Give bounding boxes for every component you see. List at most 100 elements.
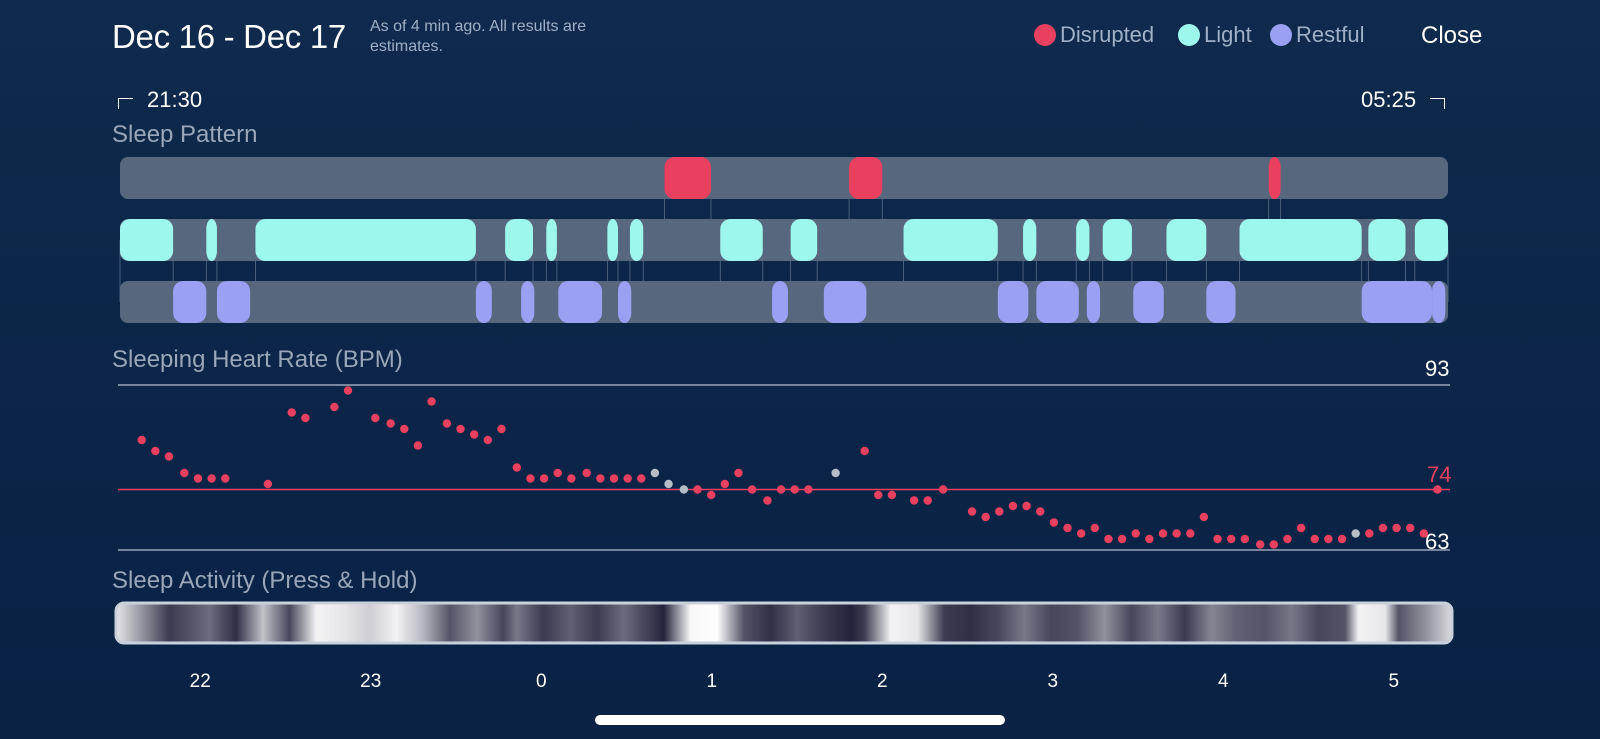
hr-point [790,485,799,494]
restful-segment [1361,281,1433,323]
light-segment [1239,219,1362,261]
hr-point [1172,529,1181,538]
hr-point [596,474,605,483]
hr-avg-label: 74 [1427,462,1452,487]
hr-point [137,435,146,445]
hr-point [1186,529,1195,538]
light-segment [255,219,476,261]
restful-segment [216,281,251,323]
hr-min-label: 63 [1425,529,1450,554]
hr-point [386,419,395,428]
hr-point [1104,534,1113,544]
x-tick-label: 0 [535,671,547,692]
hr-point [221,474,230,483]
activity-gradient-bar[interactable] [114,601,1454,645]
light-segment [903,219,998,261]
legend-label: Disrupted [1060,22,1155,47]
restful-segment [1086,281,1101,323]
hr-point [1337,534,1347,544]
heart-rate-title: Sleeping Heart Rate (BPM) [112,346,403,373]
light-segment [720,219,763,261]
bracket-right-icon [1430,97,1446,109]
hr-point [567,474,576,483]
restful-segment [1133,281,1164,323]
hr-point [1049,518,1059,527]
restful-segment [475,281,492,323]
hr-point [720,479,730,489]
hr-point [1283,534,1292,544]
light-segment [1166,219,1207,261]
disrupted-segment [664,157,711,199]
hr-point [887,490,897,500]
hr-point [706,490,716,500]
hr-point [923,496,932,505]
light-segment [1023,219,1037,261]
hr-point [1255,540,1265,549]
sleep-activity-title: Sleep Activity (Press & Hold) [112,567,418,594]
hr-point [874,490,883,500]
hr-point [1324,534,1333,544]
light-segment [1414,219,1448,261]
hr-point [164,452,174,461]
light-segment [1102,219,1132,261]
hr-point [1269,540,1279,549]
close-button[interactable]: Close [1421,22,1483,49]
hr-point [747,485,757,494]
sleep-pattern-title: Sleep Pattern [112,121,258,148]
disrupted-segment [1268,157,1281,199]
hr-point [831,468,840,478]
x-tick-label: 5 [1388,671,1400,692]
restful-segment [618,281,632,323]
hr-max-label: 93 [1425,356,1450,381]
light-segment [206,219,217,261]
hr-point [1199,512,1209,522]
hr-point [442,419,452,428]
hr-point [1227,534,1236,544]
hr-point [1392,523,1401,533]
hr-point [637,474,646,483]
start-time-label: 21:30 [147,87,203,112]
hr-point [1213,534,1222,544]
hr-point [1090,523,1100,533]
hr-point [497,424,506,434]
hr-point [512,463,522,472]
hr-point [526,474,535,483]
hr-point [967,507,977,516]
light-segment [546,219,557,261]
hr-point [1036,507,1045,516]
hr-point [207,474,216,483]
hr-point [427,397,436,406]
light-segment [607,219,618,261]
x-tick-label: 1 [706,671,718,692]
hr-point [343,386,353,395]
restful-segment [823,281,867,323]
hr-point [734,468,743,478]
hr-point [301,413,310,423]
disrupted-segment [849,157,883,199]
start-time: 21:30 [118,87,202,113]
x-tick-label: 22 [189,671,211,692]
x-tick-label: 3 [1047,671,1059,692]
hr-point [400,424,409,434]
hr-point [1117,534,1127,544]
light-segment [629,219,644,261]
hr-point [287,408,296,417]
restful-segment [521,281,535,323]
restful-segment [772,281,788,323]
x-tick-label: 2 [876,671,888,692]
restful-segment [558,281,603,323]
hr-point [1419,529,1429,538]
date-range-title: Dec 16 - Dec 17 [112,18,346,55]
hr-point [1351,529,1360,538]
hr-point [804,485,813,494]
hr-point [693,485,702,494]
home-indicator[interactable] [595,715,1005,725]
hr-point [1131,529,1140,538]
hr-point [1076,529,1086,538]
hr-point [909,496,919,505]
restful-segment [173,281,207,323]
hr-point [1378,523,1388,533]
hr-point [1145,534,1154,544]
